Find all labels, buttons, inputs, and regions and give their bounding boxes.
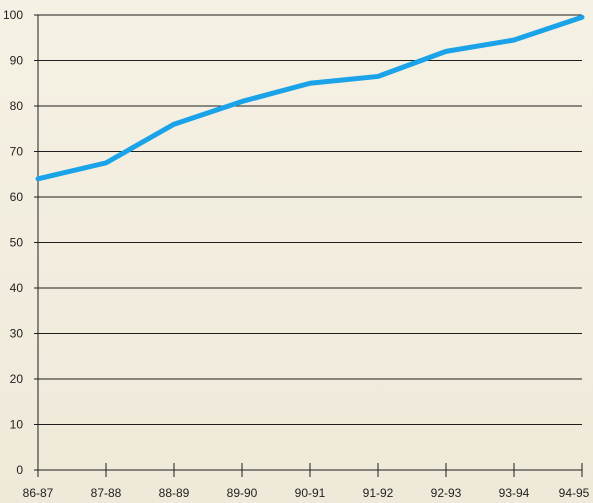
x-tick-label-88-89: 88-89 xyxy=(159,486,190,500)
y-tick-label-30: 30 xyxy=(10,327,24,341)
y-tick-label-0: 0 xyxy=(16,463,23,477)
y-tick-label-100: 100 xyxy=(3,8,23,22)
y-tick-label-70: 70 xyxy=(10,145,24,159)
x-tick-label-93-94: 93-94 xyxy=(499,486,530,500)
y-axis-tick-labels: 0 10 20 30 40 50 60 70 80 90 100 xyxy=(3,8,23,477)
x-tick-label-91-92: 91-92 xyxy=(363,486,394,500)
series-line-0 xyxy=(35,14,585,182)
x-tick-label-89-90: 89-90 xyxy=(227,486,258,500)
grid-lines xyxy=(38,14,582,425)
x-tick-label-94-95: 94-95 xyxy=(559,486,590,500)
y-tick-label-90: 90 xyxy=(10,54,24,68)
x-tick-label-86-87: 86-87 xyxy=(23,486,54,500)
x-tick-label-92-93: 92-93 xyxy=(431,486,462,500)
y-tick-label-40: 40 xyxy=(10,281,24,295)
y-tick-label-60: 60 xyxy=(10,190,24,204)
x-axis-tick-labels: 86-87 87-88 88-89 89-90 90-91 91-92 92-93 93-94… xyxy=(23,486,590,500)
axes xyxy=(34,14,583,477)
y-tick-label-10: 10 xyxy=(10,418,24,432)
x-tick-label-90-91: 90-91 xyxy=(295,486,326,500)
series-layer xyxy=(35,14,585,182)
y-tick-label-80: 80 xyxy=(10,99,24,113)
y-tick-label-20: 20 xyxy=(10,372,24,386)
x-tick-label-87-88: 87-88 xyxy=(91,486,122,500)
y-tick-label-50: 50 xyxy=(10,236,24,250)
